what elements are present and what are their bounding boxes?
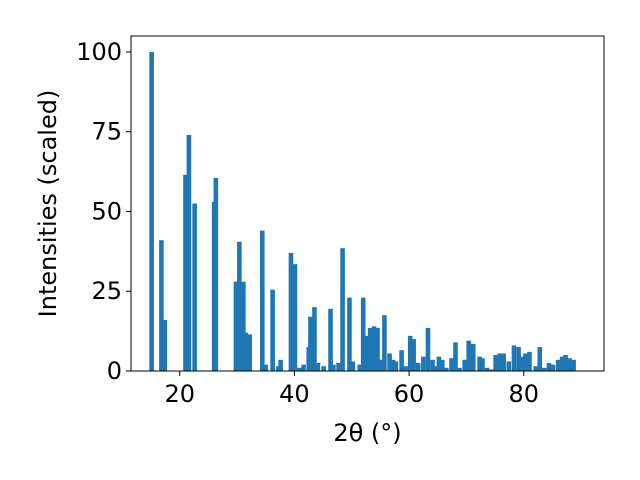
bar <box>470 343 476 371</box>
bar <box>159 240 164 371</box>
bar <box>444 367 449 371</box>
bar <box>489 369 494 371</box>
bar <box>567 358 572 371</box>
bar <box>233 281 239 371</box>
bar <box>457 367 462 371</box>
bar <box>278 359 283 371</box>
bar <box>387 353 392 371</box>
bar <box>213 177 219 371</box>
bar <box>523 353 528 371</box>
bar <box>542 367 547 371</box>
bar <box>243 332 248 371</box>
bar <box>493 355 498 371</box>
bar <box>241 281 246 371</box>
bar <box>301 364 306 371</box>
bar <box>421 356 426 371</box>
bar <box>436 356 442 371</box>
bar <box>506 361 512 371</box>
bar <box>315 363 321 371</box>
bar <box>312 307 317 371</box>
bar <box>430 359 435 371</box>
x-tick-label: 80 <box>508 380 539 408</box>
bar <box>403 366 408 371</box>
bar <box>462 359 467 371</box>
bar <box>375 327 380 371</box>
bar <box>350 361 356 371</box>
bar <box>288 252 294 371</box>
y-axis-ticks: 0 25 50 75 100 <box>76 38 131 385</box>
bar <box>527 351 532 371</box>
bar <box>308 316 313 371</box>
bar <box>357 364 363 371</box>
bars <box>149 51 576 371</box>
x-axis-label: 2θ (°) <box>333 419 401 447</box>
bar <box>571 359 576 371</box>
bar <box>367 327 373 371</box>
bar <box>390 359 396 371</box>
bar <box>297 367 302 371</box>
bar <box>453 342 458 371</box>
bar <box>183 174 188 371</box>
bar <box>563 355 568 371</box>
bar <box>336 363 341 371</box>
y-tick-label: 100 <box>76 38 122 66</box>
bar <box>480 358 485 371</box>
bar <box>411 339 416 371</box>
bar <box>440 359 445 371</box>
x-tick-label: 20 <box>164 380 195 408</box>
y-tick-label: 75 <box>91 118 122 146</box>
bar <box>477 356 482 371</box>
bar <box>546 363 552 371</box>
bar <box>559 356 565 371</box>
bar <box>263 364 269 371</box>
bar <box>379 359 384 371</box>
bar <box>407 335 413 371</box>
bar <box>292 264 298 371</box>
bar <box>497 353 502 371</box>
bar <box>449 358 454 371</box>
y-tick-label: 0 <box>107 357 122 385</box>
x-axis-ticks: 20 40 60 80 <box>164 371 539 408</box>
bar <box>382 315 387 371</box>
bar <box>425 327 431 371</box>
bar <box>260 230 265 371</box>
bar <box>399 350 404 371</box>
bar <box>321 366 326 371</box>
y-tick-label: 25 <box>91 277 122 305</box>
bar <box>149 51 154 371</box>
bar <box>519 356 525 371</box>
x-tick-label: 60 <box>394 380 425 408</box>
bar <box>347 297 352 371</box>
bar <box>360 297 366 371</box>
bar <box>516 347 521 371</box>
bar <box>393 361 399 371</box>
y-tick-label: 50 <box>91 197 122 225</box>
bar <box>511 345 517 371</box>
bar <box>466 340 471 371</box>
bar <box>550 364 556 371</box>
plot-frame <box>130 35 605 372</box>
bar <box>533 366 539 371</box>
bar <box>162 319 168 371</box>
bar <box>364 335 370 371</box>
bar <box>415 363 421 371</box>
bar <box>192 203 197 371</box>
bar <box>484 367 490 371</box>
bar <box>501 353 506 371</box>
bar <box>371 326 377 371</box>
bar <box>537 347 543 371</box>
bar <box>331 364 336 371</box>
bar <box>340 248 345 371</box>
y-axis-label: Intensities (scaled) <box>34 90 62 318</box>
bar <box>433 366 438 371</box>
bar <box>555 359 561 371</box>
bar <box>270 289 275 371</box>
bar <box>237 241 242 371</box>
bar <box>247 334 252 371</box>
bar <box>186 134 192 371</box>
x-tick-label: 40 <box>279 380 310 408</box>
bar <box>328 308 333 371</box>
